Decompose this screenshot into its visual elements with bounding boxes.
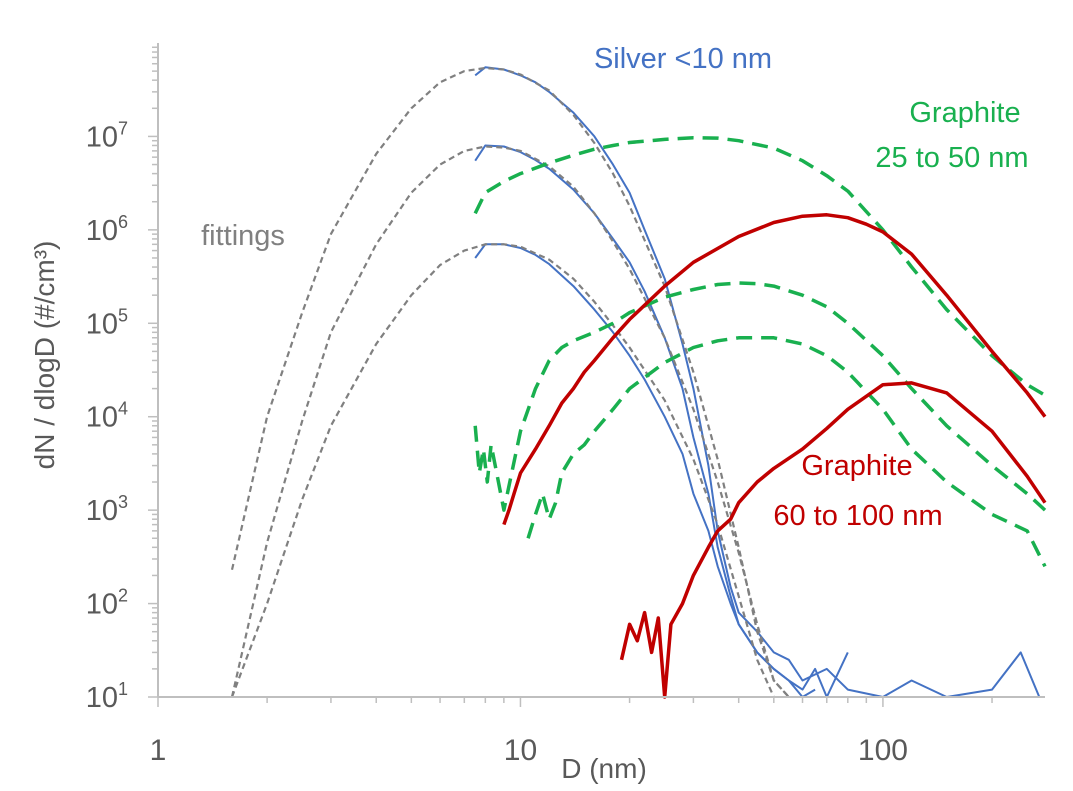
annotation-graphite-large-range: 60 to 100 nm — [773, 500, 942, 532]
y-axis-title: dN / dlogD (#/cm³) — [29, 241, 60, 470]
x-tick-label: 1 — [150, 734, 167, 767]
y-tick-label: 104 — [86, 399, 128, 434]
annotation-graphite-small-range: 25 to 50 nm — [875, 142, 1028, 174]
series-line-graphite-small-9 — [526, 336, 1047, 568]
y-tick-label: 102 — [86, 586, 128, 621]
text-layer: 1 10 100 101 102 103 104 105 106 107 D (nm) dN / dl… — [29, 43, 1029, 784]
y-tick-label: 101 — [86, 679, 128, 714]
series-line-fittings-4 — [230, 66, 790, 698]
series-line-fittings-6 — [230, 243, 775, 698]
annotation-graphite-small-title: Graphite — [909, 97, 1020, 129]
series-line-fittings-5 — [230, 145, 790, 698]
annotation-silver: Silver <10 nm — [594, 43, 772, 75]
series-line-silver-2 — [474, 144, 849, 698]
x-tick-label: 10 — [504, 734, 537, 767]
x-axis-title: D (nm) — [561, 753, 647, 784]
series-line-graphite-large-10 — [502, 213, 1047, 526]
y-tick-label: 107 — [86, 118, 128, 153]
series-line-silver-3 — [474, 243, 816, 698]
y-tick-label: 106 — [86, 212, 128, 247]
axis-layer — [148, 43, 1045, 707]
series-line-graphite-small-7 — [473, 135, 1046, 397]
y-tick-label: 103 — [86, 492, 128, 527]
annotation-graphite-large-title: Graphite — [801, 450, 912, 482]
series-layer — [230, 66, 1047, 699]
x-tick-label: 100 — [858, 734, 908, 767]
series-line-graphite-small-8 — [473, 281, 1047, 512]
annotation-fittings: fittings — [201, 220, 285, 252]
y-tick-label: 105 — [86, 305, 128, 340]
series-line-graphite-large-11 — [619, 381, 1047, 699]
